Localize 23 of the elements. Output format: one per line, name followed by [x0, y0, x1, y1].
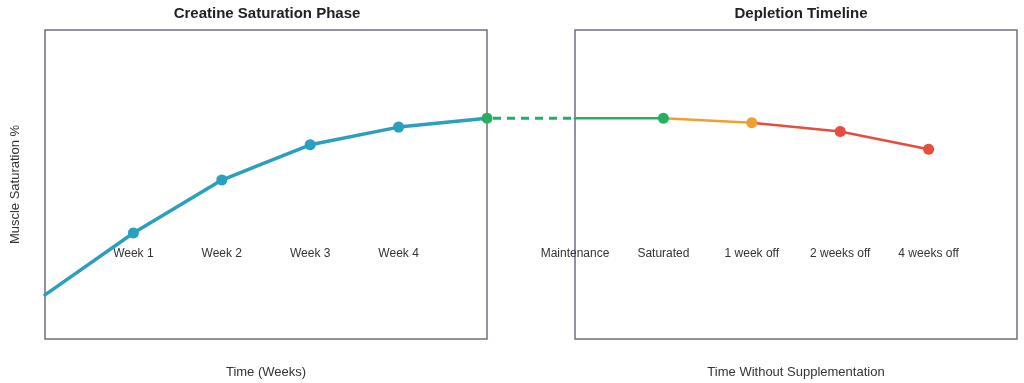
point [746, 117, 758, 129]
y-axis-title: Muscle Saturation % [7, 124, 22, 245]
point [393, 121, 405, 133]
point [216, 174, 228, 186]
point [304, 139, 316, 151]
x-tick-label: Maintenance [540, 246, 610, 260]
point [127, 227, 139, 239]
x-tick-label: Week 2 [201, 246, 243, 260]
chart-title: Creatine Saturation Phase [173, 4, 361, 21]
x-tick-label: 1 week off [724, 246, 780, 260]
point [657, 112, 669, 124]
x-tick-label: Saturated [637, 246, 690, 260]
point [923, 143, 935, 155]
chart-title: Depletion Timeline [734, 4, 868, 21]
x-axis-title: Time Without Supplementation [707, 364, 885, 379]
x-tick-label: 4 weeks off [898, 246, 960, 260]
x-tick-label: Week 3 [289, 246, 331, 260]
x-tick-label: Week 4 [378, 246, 420, 260]
point [834, 126, 846, 138]
x-tick-label: Week 1 [113, 246, 154, 260]
x-tick-label: 2 weeks off [809, 246, 872, 260]
x-axis-title: Time (Weeks) [225, 364, 307, 379]
point [481, 112, 493, 124]
